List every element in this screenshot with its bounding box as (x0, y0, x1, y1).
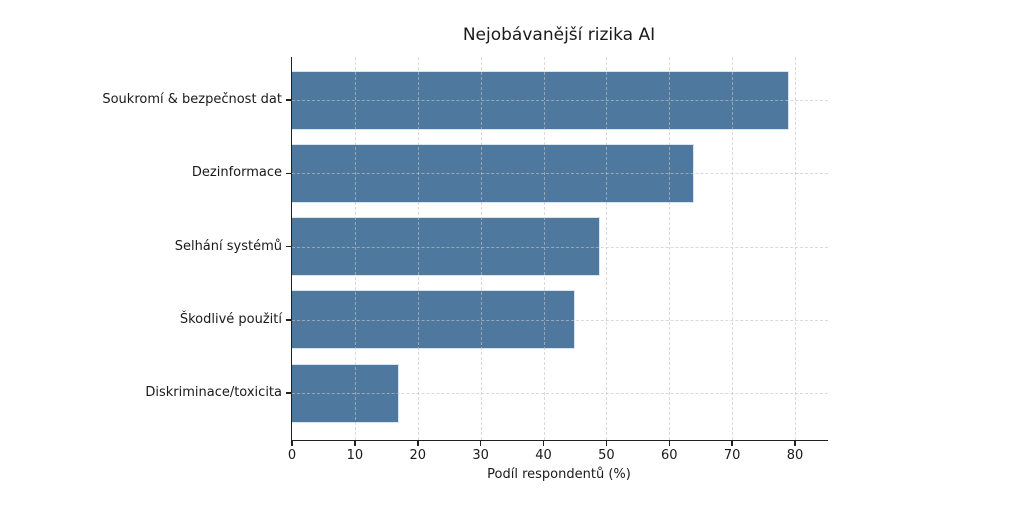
x-tick-label: 0 (287, 448, 297, 463)
y-axis-category-label: Diskriminace/toxicita (145, 385, 282, 400)
x-tick-label: 60 (660, 448, 678, 463)
x-tick-label: 20 (409, 448, 427, 463)
chart-title: Nejobávanější rizika AI (462, 25, 656, 45)
gridline (292, 100, 828, 101)
y-axis-category-label: Selhání systémů (174, 238, 282, 254)
y-axis-category-label: Soukromí & bezpečnost dat (102, 92, 282, 107)
y-axis-category-label: Dezinformace (191, 165, 282, 181)
y-tick-mark (286, 99, 291, 101)
gridline (669, 57, 671, 440)
x-tick-label: 10 (346, 448, 364, 463)
gridline (732, 57, 734, 440)
x-tick-label: 70 (723, 448, 741, 463)
y-tick-mark (286, 319, 291, 321)
x-tick-label: 80 (786, 448, 804, 463)
x-tick-mark (794, 441, 796, 446)
plot-area: 0 10 20 30 40 50 60 70 80 Soukromí & bezpečnost d… (102, 57, 828, 463)
x-tick-mark (479, 441, 482, 446)
gridline (292, 393, 828, 394)
x-tick-label: 50 (598, 448, 615, 463)
gridline (292, 319, 828, 321)
y-tick-mark (286, 392, 291, 394)
gridline (354, 57, 356, 440)
x-tick-mark (417, 441, 419, 446)
gridline (417, 57, 419, 440)
x-tick-mark (542, 441, 545, 446)
x-axis-label: Podíl respondentů (%) (487, 467, 631, 482)
x-tick-mark (605, 441, 608, 446)
y-tick-mark (286, 245, 291, 248)
x-tick-mark (354, 441, 356, 446)
gridline (795, 57, 796, 440)
y-axis-category-label: Škodlivé použití (179, 311, 282, 327)
x-tick-label: 30 (472, 448, 489, 463)
gridline (480, 57, 482, 440)
gridline (543, 57, 545, 440)
gridline (292, 246, 828, 248)
gridline (292, 173, 828, 175)
x-tick-mark (731, 441, 733, 446)
x-tick-mark (668, 441, 670, 446)
x-tick-mark (291, 441, 293, 446)
x-tick-label: 40 (535, 448, 552, 463)
y-tick-mark (286, 172, 291, 174)
gridline (606, 57, 608, 440)
